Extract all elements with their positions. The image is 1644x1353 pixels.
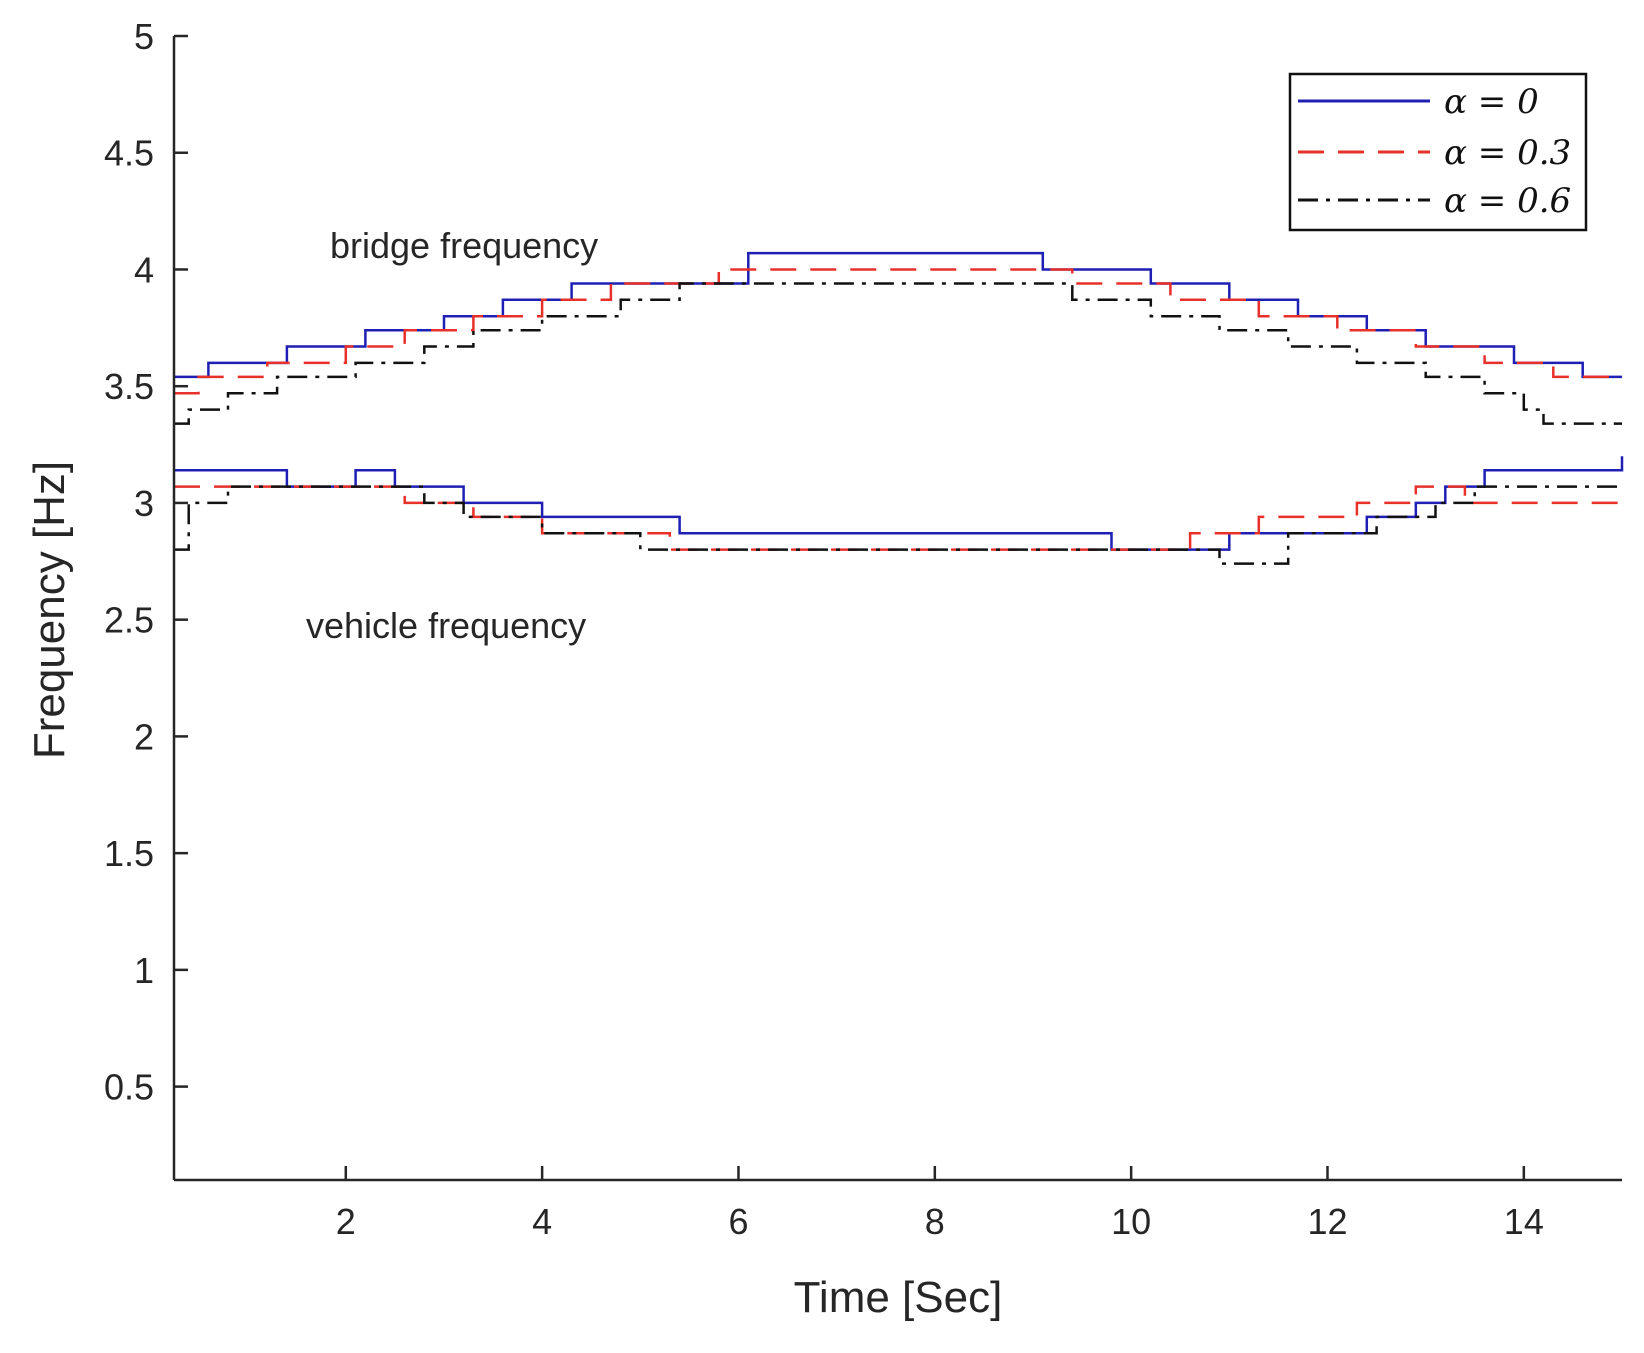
x-axis-label: Time [Sec] xyxy=(794,1273,1003,1322)
y-tick-label: 1.5 xyxy=(104,833,154,874)
legend-label-alpha-0-3: α = 0.3 xyxy=(1444,133,1571,173)
x-tick-label: 14 xyxy=(1504,1201,1544,1242)
x-tick-label: 8 xyxy=(925,1201,945,1242)
x-tick-label: 12 xyxy=(1307,1201,1347,1242)
y-tick-label: 4.5 xyxy=(104,133,154,174)
annotation-bridge-frequency: bridge frequency xyxy=(330,225,598,266)
series-layer xyxy=(174,251,1624,565)
y-tick-label: 5 xyxy=(134,16,154,57)
y-tick-label: 4 xyxy=(134,249,154,290)
vehicle-series-alpha-0-6 xyxy=(174,485,1622,565)
x-tick-label: 6 xyxy=(728,1201,748,1242)
bridge-series-alpha-0-3 xyxy=(174,268,1622,395)
vehicle-series-alpha-0 xyxy=(174,456,1624,551)
bridge-series-alpha-0 xyxy=(174,251,1622,379)
vehicle-series-alpha-0-3 xyxy=(174,485,1622,551)
legend-label-alpha-0: α = 0 xyxy=(1444,82,1539,122)
y-tick-label: 2 xyxy=(134,716,154,757)
ticks-layer: 2 4 6 8 10 12 14 0.5 1 1.5 2 2.5 3 3.5 4 4.5 5 xyxy=(104,16,1544,1242)
axes-layer xyxy=(172,36,1622,1182)
y-tick-label: 2.5 xyxy=(104,600,154,641)
y-tick-label: 3.5 xyxy=(104,366,154,407)
x-tick-label: 4 xyxy=(532,1201,552,1242)
y-axis-label: Frequency [Hz] xyxy=(25,461,74,759)
x-tick-label: 2 xyxy=(336,1201,356,1242)
bridge-series-alpha-0-6 xyxy=(174,282,1622,425)
y-tick-label: 0.5 xyxy=(104,1067,154,1108)
x-tick-label: 10 xyxy=(1111,1201,1151,1242)
annotation-vehicle-frequency: vehicle frequency xyxy=(306,605,586,646)
y-tick-label: 3 xyxy=(134,483,154,524)
legend: α = 0 α = 0.3 α = 0.6 xyxy=(1288,72,1588,232)
y-tick-label: 1 xyxy=(134,950,154,991)
legend-label-alpha-0-6: α = 0.6 xyxy=(1444,181,1571,221)
